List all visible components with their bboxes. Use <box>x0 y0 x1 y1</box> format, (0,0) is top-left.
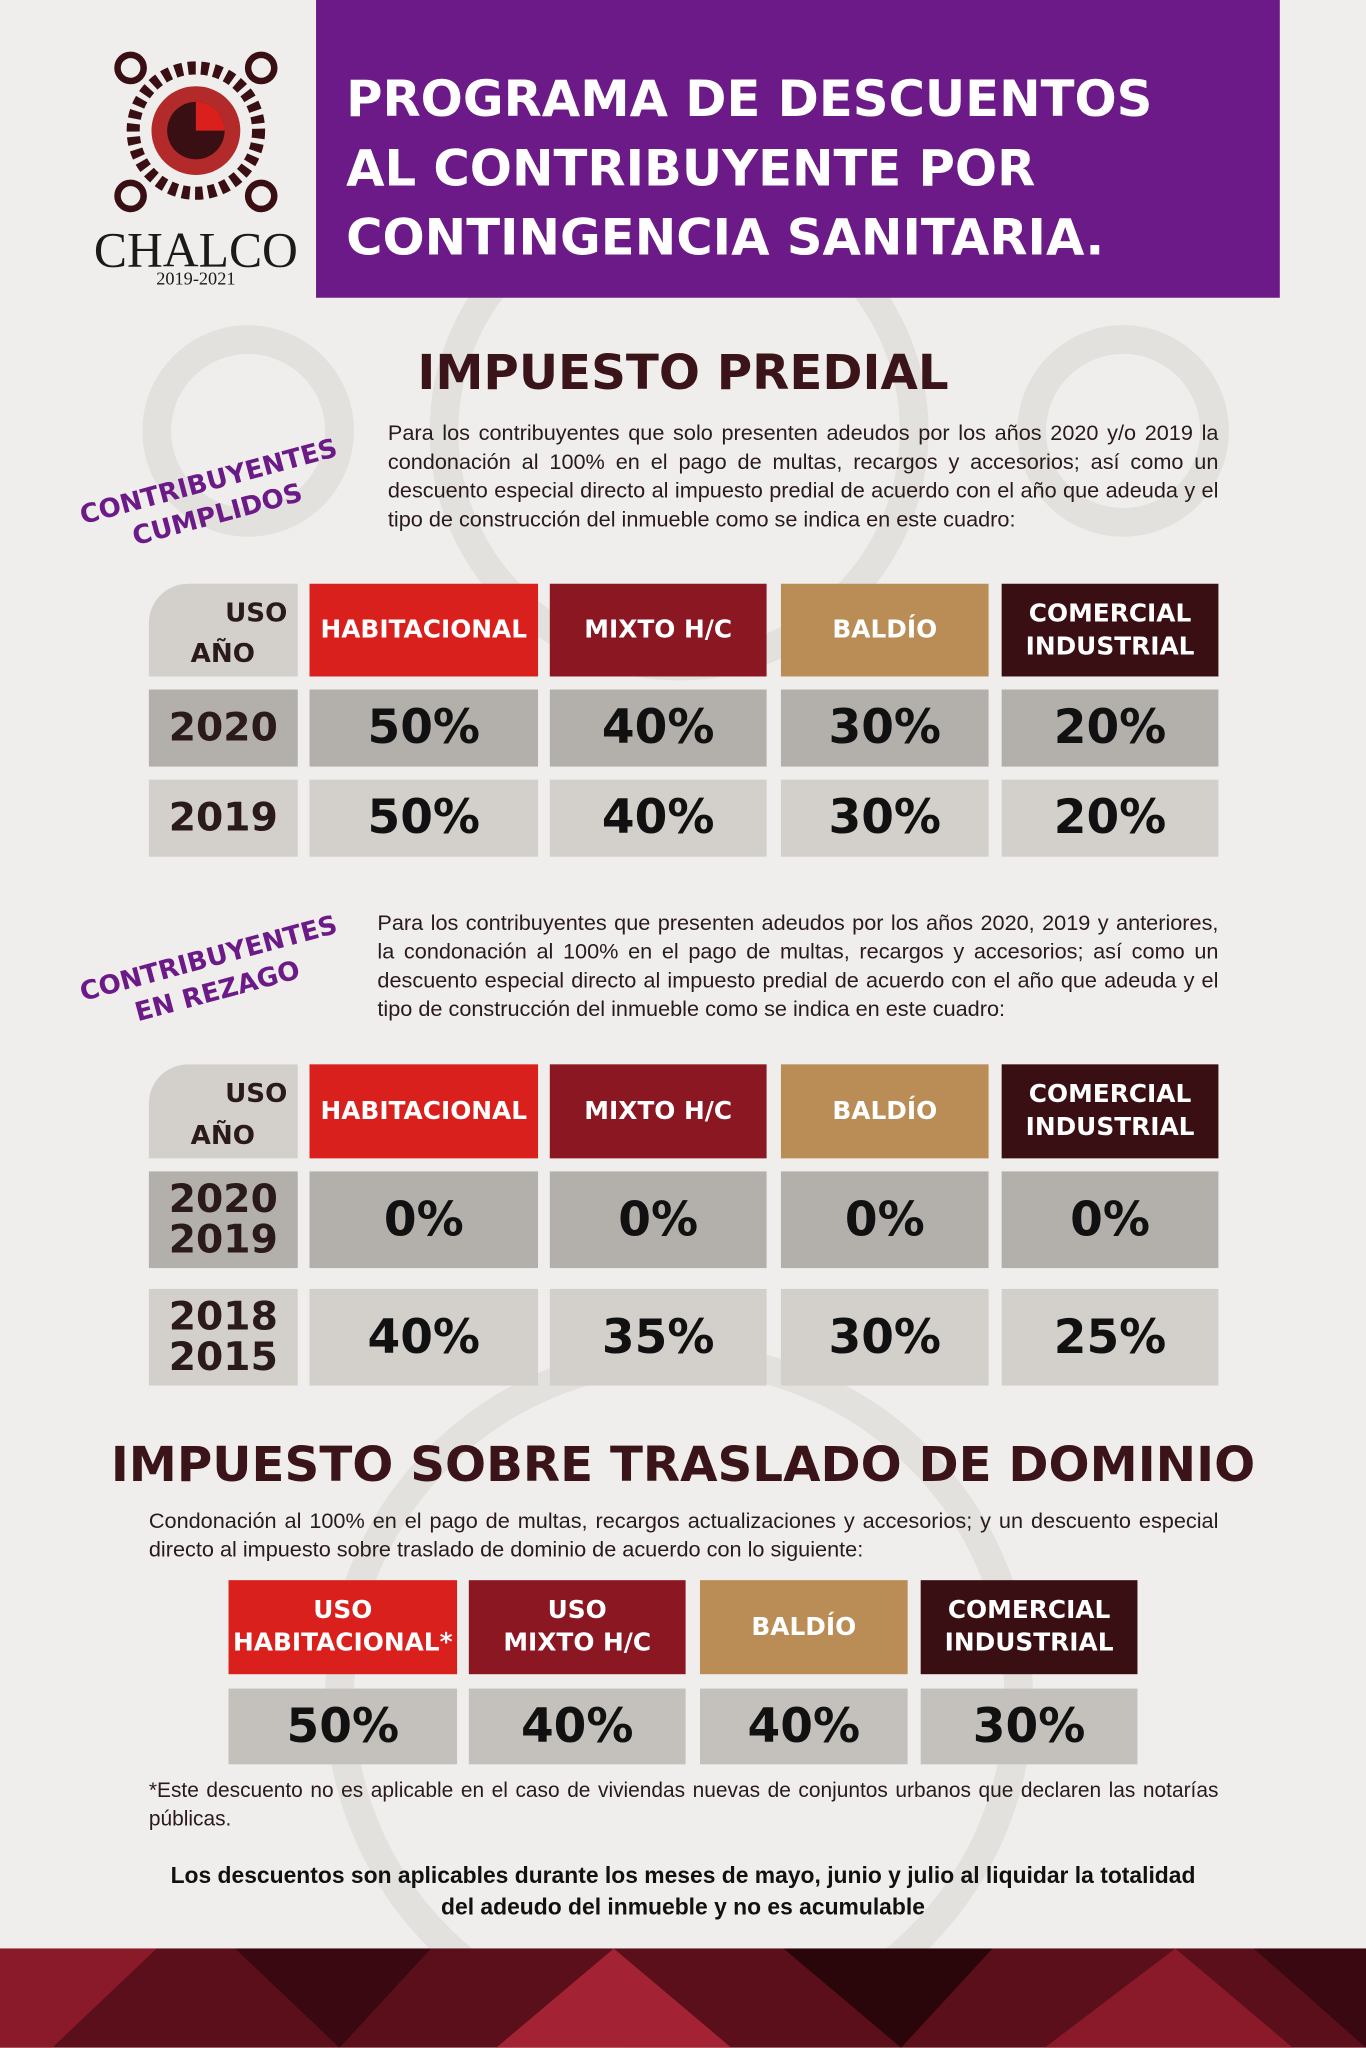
column-header-line: INDUSTRIAL <box>1025 631 1195 661</box>
header-band <box>316 0 1280 298</box>
column-header: HABITACIONAL <box>309 1064 539 1159</box>
year-line: 2018 <box>168 1294 278 1340</box>
column-header: COMERCIAL INDUSTRIAL <box>920 1580 1138 1675</box>
column-header-line: HABITACIONAL <box>320 1096 528 1126</box>
logo-years: 2019-2021 <box>156 270 236 290</box>
year-line: 2015 <box>168 1334 278 1381</box>
column-header: BALDÍO <box>780 583 989 677</box>
column-header-line: MIXTO H/C <box>584 615 733 644</box>
value-cell: 35% <box>549 1288 767 1386</box>
column-header: COMERCIAL INDUSTRIAL <box>1001 1064 1219 1159</box>
value-cell: 30% <box>920 1688 1138 1765</box>
footer-band <box>0 1948 1366 2048</box>
column-header: BALDÍO <box>780 1064 989 1159</box>
year-cell: 2020 <box>148 689 298 767</box>
year-cell: 2018 2015 <box>148 1288 298 1386</box>
column-header-line: COMERCIAL <box>1028 598 1192 628</box>
closing: Los descuentos son aplicables durante lo… <box>170 1862 1196 1920</box>
value-cell: 50% <box>309 779 539 857</box>
paragraph: Condonación al 100% en el pago de multas… <box>148 1508 1219 1562</box>
year-cell: 2020 2019 <box>148 1171 298 1269</box>
column-header: USO HABITACIONAL* <box>228 1580 458 1675</box>
column-header: BALDÍO <box>699 1580 908 1675</box>
corner-ano: AÑO <box>190 637 255 669</box>
value-cell: 30% <box>780 779 989 857</box>
value-cell: 30% <box>780 689 989 767</box>
year-line: 2019 <box>168 1217 278 1263</box>
column-header: HABITACIONAL <box>309 583 539 677</box>
header-title: CONTINGENCIA SANITARIA. <box>346 208 1105 267</box>
year-line: 2020 <box>168 705 278 751</box>
section-title: IMPUESTO PREDIAL <box>417 344 949 401</box>
value-cell: 25% <box>1001 1288 1219 1386</box>
column-header: MIXTO H/C <box>549 1064 767 1159</box>
value-cell: 40% <box>468 1688 686 1765</box>
value-cell: 0% <box>309 1171 539 1269</box>
value-cell: 50% <box>228 1688 458 1765</box>
column-header-line: HABITACIONAL <box>320 615 528 644</box>
value-cell: 40% <box>549 689 767 767</box>
year-line: 2019 <box>168 795 278 842</box>
value-cell: 20% <box>1001 689 1219 767</box>
value-cell: 20% <box>1001 779 1219 857</box>
table-corner: USO AÑO <box>148 1064 298 1159</box>
column-header: COMERCIAL INDUSTRIAL <box>1001 583 1219 677</box>
column-header-line: BALDÍO <box>832 1096 938 1126</box>
corner-uso: USO <box>225 596 288 629</box>
header-title: PROGRAMA DE DESCUENTOS <box>346 70 1153 128</box>
paragraph: Para los contribuyentes que solo present… <box>387 420 1219 532</box>
column-header-line: COMERCIAL <box>1028 1080 1192 1109</box>
corner-ano: AÑO <box>190 1119 255 1151</box>
year-line: 2020 <box>168 1176 278 1223</box>
column-header-line: USO <box>547 1595 607 1625</box>
year-cell: 2019 <box>148 779 298 857</box>
logo-name: CHALCO <box>93 223 298 279</box>
value-cell: 40% <box>549 779 767 857</box>
column-header-line: INDUSTRIAL <box>1025 1112 1195 1142</box>
column-header-line: COMERCIAL <box>947 1595 1111 1625</box>
value-cell: 40% <box>309 1288 539 1386</box>
column-header-line: USO <box>313 1595 373 1625</box>
column-header-line: BALDÍO <box>832 615 938 644</box>
value-cell: 0% <box>549 1171 767 1269</box>
table-corner: USO AÑO <box>148 583 298 677</box>
value-cell: 0% <box>780 1171 989 1269</box>
column-header: MIXTO H/C <box>549 583 767 677</box>
value-cell: 40% <box>699 1688 908 1765</box>
column-header-line: MIXTO H/C <box>584 1096 733 1126</box>
footnote: *Este descuento no es aplicable en el ca… <box>148 1779 1219 1831</box>
value-cell: 50% <box>309 689 539 767</box>
header-title: AL CONTRIBUYENTE POR <box>346 139 1036 198</box>
value-cell: 0% <box>1001 1171 1219 1269</box>
paragraph: Para los contribuyentes que presenten ad… <box>377 910 1219 1022</box>
column-header-line: BALDÍO <box>751 1612 857 1641</box>
column-header-line: MIXTO H/C <box>503 1628 652 1658</box>
column-header-line: HABITACIONAL* <box>232 1628 453 1658</box>
column-header: USO MIXTO H/C <box>468 1580 686 1675</box>
logo <box>114 51 278 213</box>
value-cell: 30% <box>780 1288 989 1386</box>
corner-uso: USO <box>225 1077 288 1109</box>
section-title: IMPUESTO SOBRE TRASLADO DE DOMINIO <box>110 1436 1256 1493</box>
column-header-line: INDUSTRIAL <box>944 1628 1114 1658</box>
